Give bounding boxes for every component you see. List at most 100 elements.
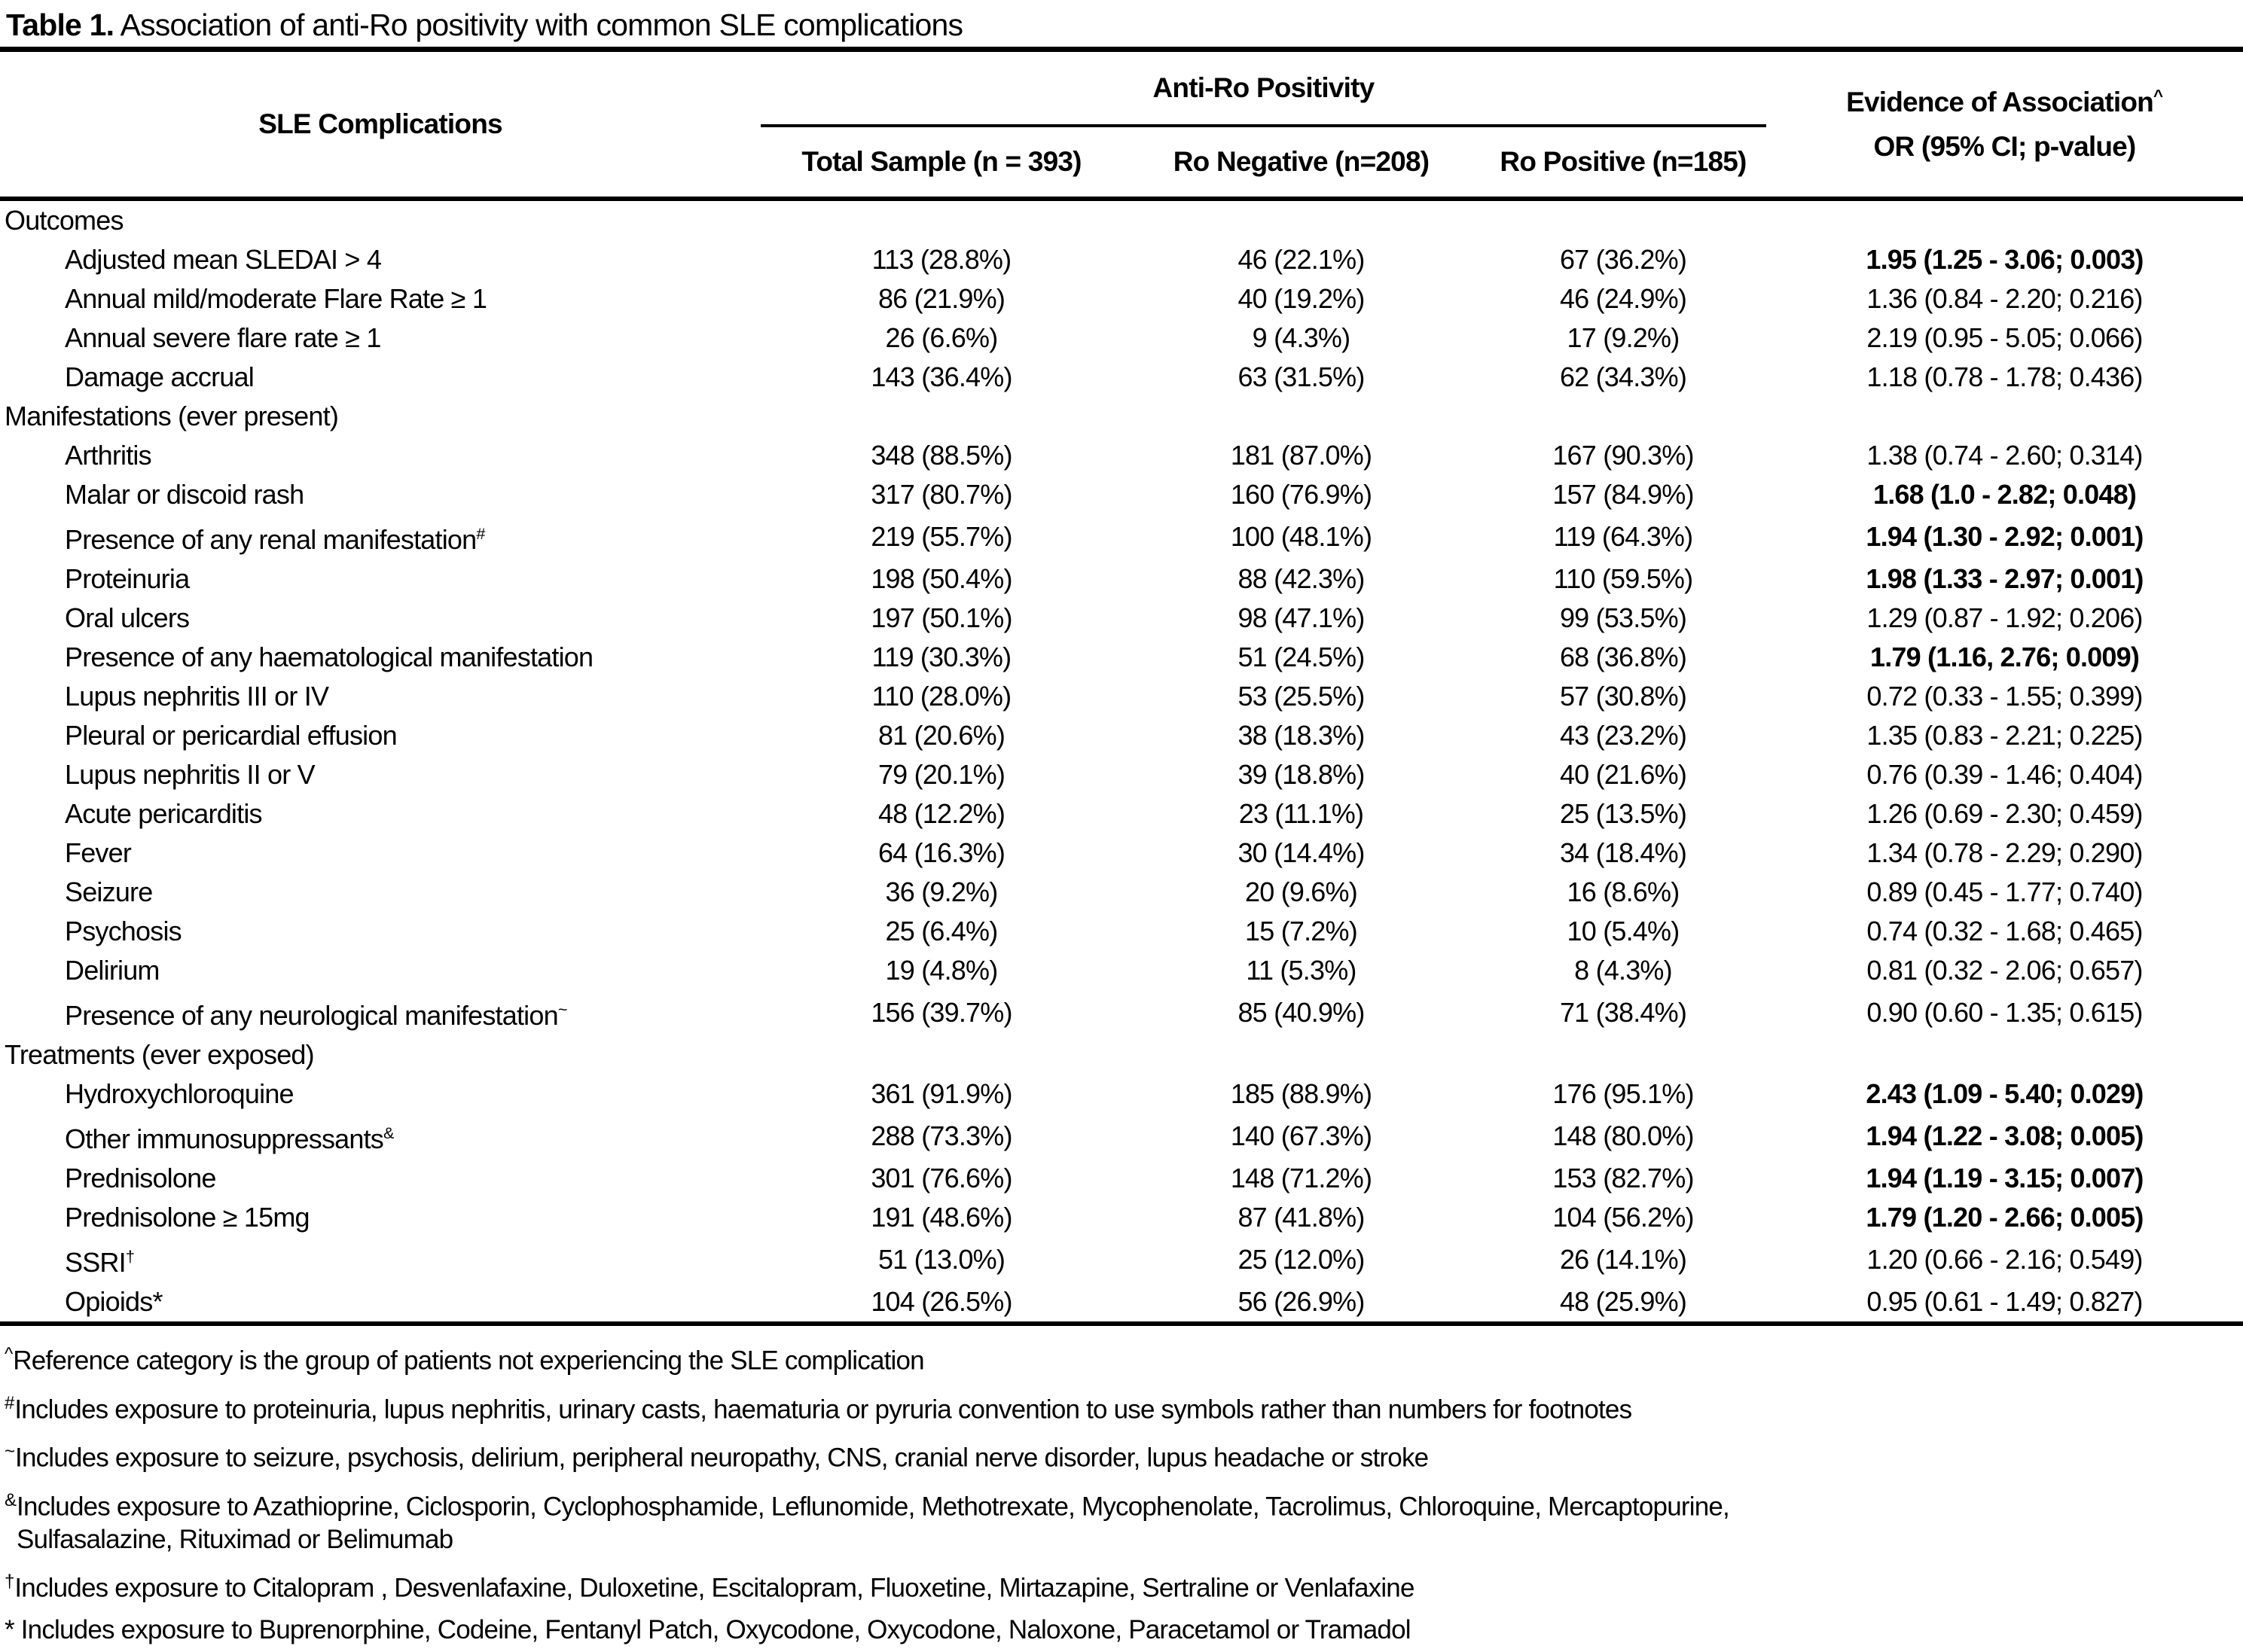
cell-total: 86 (21.9%) <box>877 283 1006 314</box>
footnote-marker: ^ <box>5 1344 14 1364</box>
cell-ro-negative: 56 (26.9%) <box>1122 1282 1480 1326</box>
table-row: Lupus nephritis II or V 79 (20.1%) 39 (18.… <box>0 755 2243 794</box>
cell-ro-negative: 140 (67.3%) <box>1230 1120 1372 1151</box>
cell-ro-negative: 87 (41.8%) <box>1237 1202 1365 1233</box>
cell-ro-negative: 15 (7.2%) <box>1245 916 1358 946</box>
cell-total: 361 (91.9%) <box>871 1078 1012 1109</box>
table-title-text: Association of anti-Ro positivity with c… <box>114 8 963 42</box>
header-ro-positive: Ro Positive (n=185) <box>1480 126 1766 201</box>
table-row: Presence of any haematological manifesta… <box>0 638 2243 677</box>
cell-or: 1.35 (0.83 - 2.21; 0.225) <box>1866 720 2143 751</box>
cell-ro-negative: 46 (22.1%) <box>1237 244 1365 275</box>
cell-total: 197 (50.1%) <box>871 602 1012 633</box>
cell-total: 317 (80.7%) <box>871 479 1012 510</box>
cell-total: 219 (55.7%) <box>871 521 1012 552</box>
cell-total: 104 (26.5%) <box>761 1282 1122 1326</box>
cell-total: 119 (30.3%) <box>871 642 1012 672</box>
cell-or: 0.95 (0.61 - 1.49; 0.827) <box>1766 1282 2243 1326</box>
table-title-label: Table 1. <box>6 8 114 42</box>
cell-ro-negative: 23 (11.1%) <box>1238 798 1364 829</box>
row-label: Presence of any renal manifestation# <box>65 524 486 555</box>
cell-ro-negative: 11 (5.3%) <box>1246 955 1356 986</box>
table-body: Outcomes Adjusted mean SLEDAI > 4 113 (28.… <box>0 199 2243 1326</box>
cell-total: 288 (73.3%) <box>871 1120 1012 1151</box>
cell-ro-negative: 98 (47.1%) <box>1237 602 1365 633</box>
header-evidence-superscript: ^ <box>2153 86 2163 105</box>
cell-or: 1.38 (0.74 - 2.60; 0.314) <box>1866 440 2143 471</box>
cell-or: 0.89 (0.45 - 1.77; 0.740) <box>1866 876 2143 907</box>
cell-ro-positive: 34 (18.4%) <box>1559 837 1687 868</box>
cell-or: 0.76 (0.39 - 1.46; 0.404) <box>1866 759 2143 790</box>
footnote: ~Includes exposure to seizure, psychosis… <box>5 1441 1429 1473</box>
cell-ro-negative: 20 (9.6%) <box>1245 876 1358 907</box>
cell-total: 36 (9.2%) <box>885 876 999 907</box>
footnote-marker: # <box>5 1392 15 1413</box>
table-row: Annual mild/moderate Flare Rate ≥ 1 86 (2… <box>0 279 2243 319</box>
cell-ro-negative: 30 (14.4%) <box>1237 837 1365 868</box>
cell-total: 301 (76.6%) <box>871 1163 1012 1193</box>
header-sle-complications: SLE Complications <box>0 49 761 201</box>
table-row: Proteinuria 198 (50.4%) 88 (42.3%) 110 (59.… <box>0 559 2243 599</box>
cell-ro-positive: 17 (9.2%) <box>1567 322 1680 353</box>
row-label: Hydroxychloroquine <box>65 1078 294 1109</box>
cell-ro-positive: 8 (4.3%) <box>1574 955 1672 986</box>
cell-ro-positive: 153 (82.7%) <box>1552 1163 1694 1193</box>
header-evidence-line2: OR (95% CI; p-value) <box>1873 131 2137 162</box>
footnote-marker: ~ <box>5 1441 16 1462</box>
section-label: Manifestations (ever present) <box>5 401 339 431</box>
cell-ro-negative: 40 (19.2%) <box>1237 283 1365 314</box>
table-row: Other immunosuppressants& 288 (73.3%) 140 … <box>0 1114 2243 1159</box>
cell-or: 1.94 (1.19 - 3.15; 0.007) <box>1866 1163 2144 1193</box>
row-label: Seizure <box>65 876 153 907</box>
cell-ro-negative: 185 (88.9%) <box>1230 1078 1372 1109</box>
table-row: Pleural or pericardial effusion 81 (20.6%… <box>0 716 2243 755</box>
cell-ro-negative: 9 (4.3%) <box>1252 322 1350 353</box>
cell-ro-negative: 148 (71.2%) <box>1230 1163 1372 1193</box>
cell-ro-positive: 25 (13.5%) <box>1559 798 1687 829</box>
cell-or: 1.95 (1.25 - 3.06; 0.003) <box>1866 244 2144 275</box>
row-label: Annual severe flare rate ≥ 1 <box>65 322 381 353</box>
table-row: Acute pericarditis 48 (12.2%) 23 (11.1%) 25… <box>0 794 2243 834</box>
footnote-marker: & <box>5 1489 17 1510</box>
cell-or: 1.79 (1.20 - 2.66; 0.005) <box>1866 1202 2144 1233</box>
cell-total: 81 (20.6%) <box>877 720 1006 751</box>
row-label: Annual mild/moderate Flare Rate ≥ 1 <box>65 283 487 314</box>
cell-ro-negative: 160 (76.9%) <box>1230 479 1372 510</box>
cell-or: 1.36 (0.84 - 2.20; 0.216) <box>1866 283 2143 314</box>
cell-ro-positive: 10 (5.4%) <box>1567 916 1680 946</box>
cell-ro-positive: 157 (84.9%) <box>1552 479 1694 510</box>
header-evidence-line1: Evidence of Association <box>1846 86 2154 117</box>
table-row: Fever 64 (16.3%) 30 (14.4%) 34 (18.4%) 1.34 … <box>0 834 2243 873</box>
table-row: SSRI† 51 (13.0%) 25 (12.0%) 26 (14.1%) 1.20 … <box>0 1237 2243 1282</box>
cell-ro-positive: 57 (30.8%) <box>1559 681 1687 712</box>
cell-ro-positive: 119 (64.3%) <box>1553 521 1693 552</box>
cell-or: 1.20 (0.66 - 2.16; 0.549) <box>1866 1244 2143 1275</box>
row-label: Malar or discoid rash <box>65 479 304 510</box>
cell-or: 1.79 (1.16, 2.76; 0.009) <box>1869 642 2140 672</box>
row-label: Proteinuria <box>65 563 190 594</box>
header-ro-negative: Ro Negative (n=208) <box>1122 126 1480 201</box>
subheader-row: Total Sample (n = 393) Ro Negative (n=20… <box>0 126 2243 201</box>
table-row: Adjusted mean SLEDAI > 4 113 (28.8%) 46 (2… <box>0 240 2243 279</box>
table-header: SLE Complications Anti-Ro Positivity Evi… <box>0 49 2243 201</box>
cell-total: 198 (50.4%) <box>871 563 1012 594</box>
data-table: SLE Complications Anti-Ro Positivity Evi… <box>0 47 2243 1326</box>
cell-ro-negative: 53 (25.5%) <box>1237 681 1365 712</box>
cell-or: 1.68 (1.0 - 2.82; 0.048) <box>1872 479 2137 510</box>
cell-total: 79 (20.1%) <box>877 759 1006 790</box>
row-label-superscript: & <box>383 1123 395 1142</box>
cell-ro-negative: 25 (12.0%) <box>1237 1244 1365 1275</box>
cell-or: 1.26 (0.69 - 2.30; 0.459) <box>1866 798 2143 829</box>
row-label-superscript: ~ <box>557 1000 568 1019</box>
table-row: Arthritis 348 (88.5%) 181 (87.0%) 167 (90.3… <box>0 436 2243 475</box>
cell-ro-positive: 40 (21.6%) <box>1559 759 1687 790</box>
cell-ro-positive: 43 (23.2%) <box>1559 720 1687 751</box>
cell-total: 64 (16.3%) <box>877 837 1006 868</box>
row-label: Psychosis <box>65 916 182 946</box>
cell-ro-positive: 62 (34.3%) <box>1559 361 1687 392</box>
cell-ro-positive: 104 (56.2%) <box>1552 1202 1694 1233</box>
cell-or: 1.29 (0.87 - 1.92; 0.206) <box>1866 602 2143 633</box>
row-label: Oral ulcers <box>65 602 190 633</box>
row-label-superscript: # <box>476 524 486 543</box>
cell-ro-positive: 148 (80.0%) <box>1552 1120 1694 1151</box>
